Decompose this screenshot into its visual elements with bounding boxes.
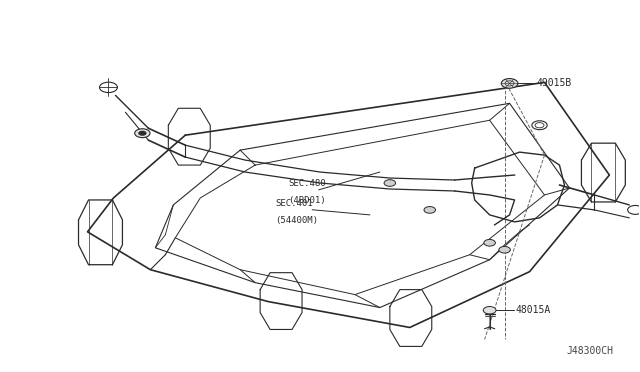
Circle shape bbox=[499, 246, 510, 253]
Circle shape bbox=[483, 307, 496, 314]
Circle shape bbox=[384, 180, 396, 186]
Text: SEC.480: SEC.480 bbox=[288, 179, 326, 188]
Text: (4BD01): (4BD01) bbox=[288, 196, 326, 205]
Circle shape bbox=[424, 206, 435, 213]
Circle shape bbox=[135, 129, 150, 138]
Text: 48015A: 48015A bbox=[515, 305, 550, 315]
Text: 49015B: 49015B bbox=[536, 78, 572, 89]
Text: SEC.401: SEC.401 bbox=[275, 199, 313, 208]
Text: (54400M): (54400M) bbox=[275, 216, 318, 225]
Text: J48300CH: J48300CH bbox=[567, 346, 614, 356]
Circle shape bbox=[484, 240, 495, 246]
Circle shape bbox=[501, 78, 518, 88]
Circle shape bbox=[138, 131, 146, 135]
